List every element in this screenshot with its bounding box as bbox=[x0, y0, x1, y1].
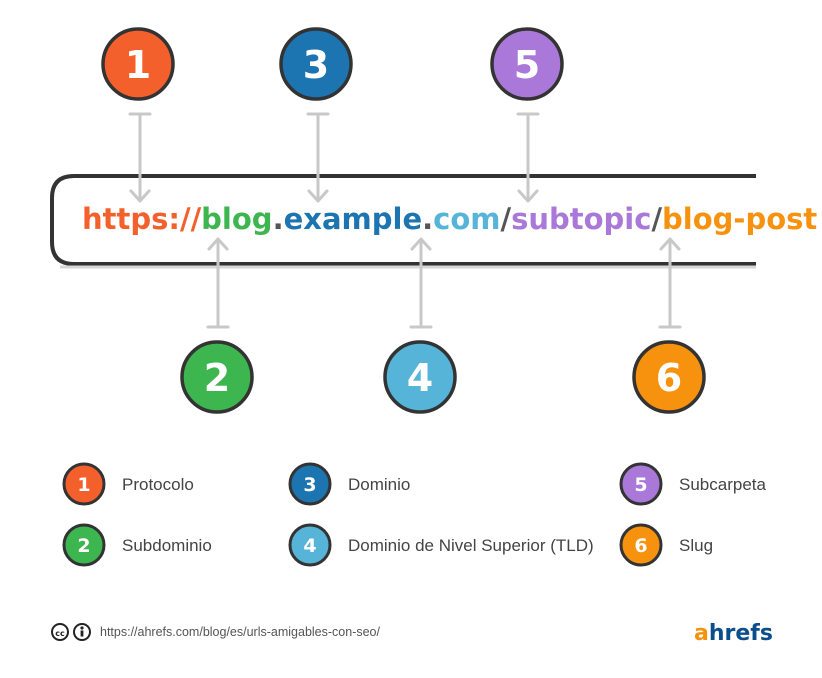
arrow-2 bbox=[206, 237, 230, 329]
url-part-slash-1: / bbox=[501, 202, 512, 236]
svg-text:5: 5 bbox=[634, 474, 647, 496]
arrows bbox=[128, 112, 682, 329]
source-url[interactable]: https://ahrefs.com/blog/es/urls-amigable… bbox=[100, 625, 381, 639]
url-part-subdomain: blog bbox=[201, 202, 272, 236]
url-part-domain: example bbox=[284, 202, 423, 236]
svg-text:2: 2 bbox=[204, 356, 230, 400]
arrow-6 bbox=[658, 237, 682, 329]
legend-label-5: Subcarpeta bbox=[679, 475, 766, 494]
svg-text:5: 5 bbox=[514, 43, 540, 87]
url-part-subfolder: subtopic bbox=[511, 202, 651, 236]
marker-2: 2 bbox=[180, 340, 254, 414]
svg-text:3: 3 bbox=[303, 474, 316, 496]
arrow-1 bbox=[128, 112, 152, 203]
legend-label-4: Dominio de Nivel Superior (TLD) bbox=[348, 536, 594, 555]
marker-4: 4 bbox=[383, 340, 457, 414]
legend-label-1: Protocolo bbox=[122, 475, 194, 494]
svg-text:4: 4 bbox=[407, 356, 433, 400]
svg-text:1: 1 bbox=[77, 474, 90, 496]
ahrefs-logo: ahrefs bbox=[694, 621, 773, 646]
arrow-4 bbox=[409, 237, 433, 329]
svg-text:cc: cc bbox=[55, 629, 65, 638]
creative-commons-icon: cc bbox=[51, 623, 69, 641]
svg-text:1: 1 bbox=[125, 43, 151, 87]
attribution-icon bbox=[73, 623, 91, 641]
url-part-protocol: https:// bbox=[82, 202, 202, 236]
legend-label-6: Slug bbox=[679, 536, 713, 555]
url-part-slash-2: / bbox=[651, 202, 662, 236]
legend-item-1: 1 Protocolo bbox=[62, 462, 194, 506]
url-bar: https://blog.example.com/subtopic/blog-p… bbox=[50, 174, 817, 269]
legend-label-3: Dominio bbox=[348, 475, 410, 494]
legend-item-3: 3 Dominio bbox=[288, 462, 410, 506]
legend: 1 Protocolo 2 Subdominio 3 Dominio 4 Dom… bbox=[62, 462, 766, 567]
marker-6: 6 bbox=[632, 340, 706, 414]
svg-text:3: 3 bbox=[303, 43, 329, 87]
svg-text:4: 4 bbox=[303, 535, 316, 557]
legend-label-2: Subdominio bbox=[122, 536, 212, 555]
arrow-5 bbox=[516, 112, 540, 203]
url-part-tld: com bbox=[433, 202, 500, 236]
url-part-dot-2: . bbox=[422, 202, 433, 236]
marker-3: 3 bbox=[279, 27, 353, 101]
legend-item-6: 6 Slug bbox=[619, 523, 713, 567]
url-part-slug: blog-post bbox=[662, 202, 817, 236]
legend-item-5: 5 Subcarpeta bbox=[619, 462, 766, 506]
svg-text:6: 6 bbox=[634, 535, 647, 557]
marker-5: 5 bbox=[490, 27, 564, 101]
svg-text:6: 6 bbox=[656, 356, 682, 400]
arrow-3 bbox=[306, 112, 330, 203]
svg-text:2: 2 bbox=[77, 535, 90, 557]
url-part-dot-1: . bbox=[273, 202, 284, 236]
marker-1: 1 bbox=[101, 27, 175, 101]
url-text: https://blog.example.com/subtopic/blog-p… bbox=[82, 202, 817, 236]
footer: cc https://ahrefs.com/blog/es/urls-amiga… bbox=[51, 621, 773, 646]
legend-item-4: 4 Dominio de Nivel Superior (TLD) bbox=[288, 523, 594, 567]
legend-item-2: 2 Subdominio bbox=[62, 523, 212, 567]
